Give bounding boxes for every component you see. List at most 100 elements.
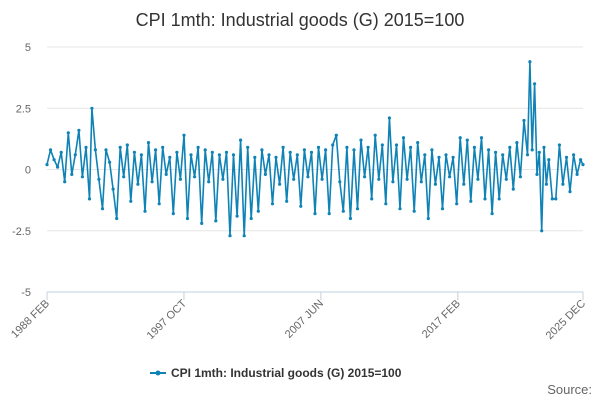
data-point [87,197,92,201]
data-point [63,180,67,184]
data-point [200,221,204,225]
data-point [214,219,218,223]
data-point [444,153,448,157]
data-point [465,138,469,142]
data-point [345,145,349,149]
data-point [175,150,179,154]
gridlines [47,46,583,293]
data-point [132,150,136,154]
data-point [387,116,391,120]
data-point [306,175,310,179]
data-point [472,145,476,149]
data-point [401,136,406,140]
data-point [324,148,328,152]
data-point [249,216,253,221]
data-point [537,150,541,154]
data-point [196,145,200,149]
data-point [228,234,232,238]
data-point [462,182,466,186]
data-point [352,148,356,152]
data-point [341,209,345,213]
data-point [56,165,60,169]
data-point [274,155,278,159]
data-point [469,199,473,203]
data-point [327,212,331,216]
data-point [260,148,264,152]
data-point [370,197,374,201]
x-tick-label: 1997 OCT [145,297,190,342]
data-point [530,148,534,152]
data-point [575,172,579,176]
data-point [263,172,267,176]
data-point [518,175,523,179]
data-point [246,145,250,149]
data-point [547,158,551,162]
data-point [451,155,455,159]
data-point [189,153,193,157]
data-point [154,148,158,152]
data-point [185,216,190,221]
data-point [313,212,317,216]
data-point [448,175,452,179]
data-point [384,202,388,206]
data-point [380,143,384,147]
x-tick-label: 2025 DEC [544,298,588,342]
data-point [476,177,480,181]
y-tick-label: 0 [25,165,31,177]
data-point [557,143,562,147]
data-point [224,150,229,154]
data-point [84,145,88,149]
x-axis: 1988 FEB 1997 OCT 2007 JUN 2017 FEB 2025 DEC [9,291,588,342]
data-point [231,153,236,157]
data-point [210,150,214,154]
data-point [542,145,546,149]
data-point [118,145,122,149]
legend[interactable]: CPI 1mth: Industrial goods (G) 2015=100 [150,366,402,380]
data-point [405,177,409,181]
data-point [45,163,49,167]
source-label[interactable]: Source: [547,382,592,397]
data-point [479,136,484,140]
x-tick-label: 2017 FEB [420,298,463,341]
data-point [394,143,399,147]
data-point [285,199,289,203]
data-point [331,143,335,147]
data-point [561,182,565,186]
data-point [100,207,105,211]
data-point [494,150,498,154]
data-point [295,153,299,157]
data-point [299,204,303,208]
chart-title: CPI 1mth: Industrial goods (G) 2015=100 [136,10,465,30]
data-point [111,187,115,191]
data-point [533,82,537,86]
data-point [97,177,101,181]
data-point [416,141,420,145]
data-point [348,216,352,221]
data-point [93,148,97,152]
data-point [171,212,175,216]
y-tick-label: 5 [25,42,31,54]
data-point [483,197,487,201]
data-point [73,153,77,157]
y-axis: 5 2.5 0 -2.5 -5 [12,42,31,299]
data-point [433,182,437,186]
data-point [292,177,296,181]
data-point [334,133,338,137]
data-point [490,212,494,216]
data-point [409,145,413,149]
data-point [440,207,445,211]
data-point [242,234,246,238]
data-point [146,141,151,145]
data-point [309,150,314,154]
data-point [437,155,441,159]
data-point [129,199,133,203]
data-point [221,177,225,181]
data-point [302,148,306,152]
legend-marker-icon [155,370,161,376]
data-point [108,160,112,164]
data-point [104,148,108,152]
data-point [426,216,430,221]
data-point [501,153,505,157]
data-point [90,106,94,110]
data-point [564,155,569,159]
